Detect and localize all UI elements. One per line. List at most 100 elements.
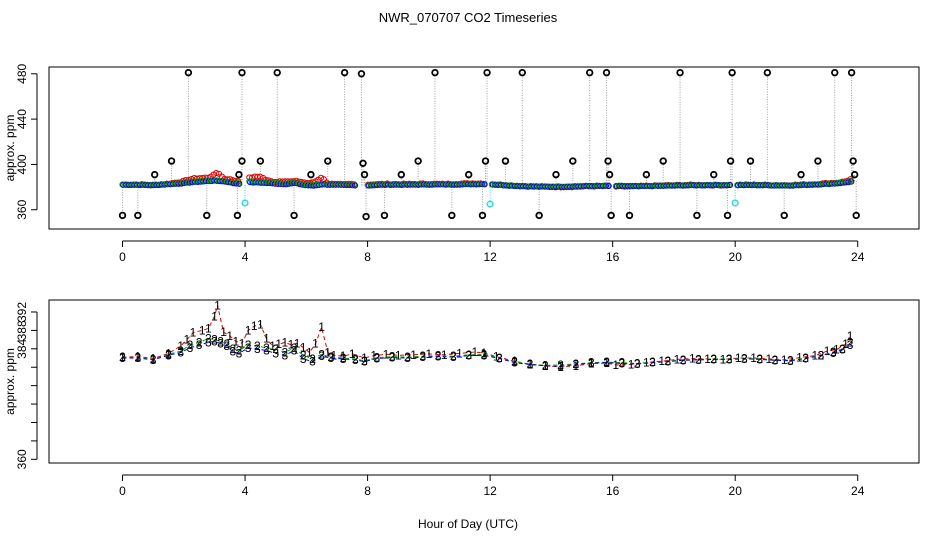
top-plot-frame	[48, 66, 920, 230]
top-spike-point	[478, 211, 487, 220]
series-1-point: 1	[471, 345, 478, 359]
top-red-point	[213, 169, 220, 177]
series-2-point: 2	[373, 351, 380, 365]
top-spike-point	[397, 170, 405, 179]
series-3-point: 3	[245, 341, 252, 355]
series-3-point: 3	[634, 357, 641, 371]
top-y-tick-label: 440	[15, 109, 29, 129]
top-spike-point	[797, 170, 805, 179]
top-x-tick-label: 12	[483, 250, 497, 264]
series-3-point: 3	[450, 350, 457, 364]
series-1-point: 1	[527, 357, 534, 371]
top-spike-point	[324, 157, 332, 165]
bottom-x-tick-label: 24	[851, 484, 865, 498]
top-x-tick-label: 20	[729, 250, 743, 264]
top-spike-point	[726, 157, 735, 165]
top-spike-point	[238, 68, 246, 77]
series-1-point: 1	[199, 323, 206, 337]
series-3-point: 3	[327, 351, 334, 365]
chart-title: NWR_070707 CO2 Timeseries	[379, 10, 558, 25]
series-3-point: 3	[177, 345, 184, 359]
top-x-tick-label: 24	[851, 250, 865, 264]
top-spike-point	[357, 70, 366, 78]
series-2-point: 2	[557, 358, 564, 372]
series-1-point: 1	[214, 299, 221, 313]
series-2-point: 2	[229, 342, 236, 356]
series-3-point: 3	[318, 349, 325, 363]
series-3-point: 3	[419, 350, 426, 364]
series-3-point: 3	[481, 348, 488, 362]
series-3-point: 3	[272, 346, 279, 360]
series-2-point: 2	[282, 345, 289, 359]
top-spike-point	[501, 157, 510, 165]
series-3-point: 3	[205, 335, 212, 349]
series-1-point: 1	[226, 329, 233, 343]
series-2-point: 2	[450, 349, 457, 363]
series-1-point: 1	[340, 349, 347, 363]
series-1-point: 1	[735, 351, 742, 365]
top-spike-point	[710, 170, 718, 179]
series-3-point: 3	[404, 351, 411, 365]
series-3-point: 3	[196, 338, 203, 352]
series-1-point: 1	[441, 348, 448, 362]
series-1-point: 1	[361, 351, 368, 365]
top-spike-point	[256, 157, 265, 165]
series-1-point: 1	[211, 310, 218, 324]
top-blue-point	[481, 181, 488, 188]
top-blue-point	[236, 180, 243, 187]
top-spike-point	[585, 68, 594, 77]
series-1-point: 1	[312, 337, 319, 351]
top-spike-point	[167, 157, 176, 165]
series-1-point: 1	[410, 348, 417, 362]
series-2-point: 2	[318, 347, 325, 361]
series-3-point: 3	[165, 348, 172, 362]
series-2-point: 2	[352, 352, 359, 366]
top-spike-point	[850, 170, 859, 179]
top-panel-axes: 0 4 8 12 16 20 24 360 400 440 480	[15, 63, 920, 264]
series-3-point: 3	[340, 352, 347, 366]
series-3-point: 3	[818, 349, 825, 363]
top-blue-point	[351, 182, 359, 189]
series-2-point: 2	[236, 344, 243, 358]
top-spike-point	[847, 68, 856, 77]
series-2-point: 2	[327, 350, 334, 364]
series-1-point: 1	[205, 322, 212, 336]
top-y-axis-label: approx. ppm	[3, 115, 17, 182]
series-1-point: 1	[220, 325, 227, 339]
top-spike-point	[604, 157, 612, 165]
series-1-point: 1	[177, 339, 184, 353]
series-1-point: 1	[833, 343, 840, 357]
series-3-point: 3	[511, 356, 518, 370]
series-1-point: 1	[395, 348, 402, 362]
top-spike-point	[723, 211, 732, 220]
series-1-point: 1	[542, 359, 549, 373]
series-2-line	[122, 338, 851, 366]
bottom-y-tick-label: 360	[15, 449, 29, 469]
series-2-point: 2	[847, 335, 854, 349]
top-spike-point	[359, 159, 367, 167]
series-2-point: 2	[254, 339, 261, 353]
top-spike-point	[605, 170, 614, 179]
series-3-point: 3	[236, 346, 243, 360]
series-2-point: 2	[542, 358, 549, 372]
series-2-point: 2	[710, 352, 717, 366]
top-spike-point	[852, 211, 860, 220]
top-spike-point	[340, 68, 349, 77]
series-2-point: 2	[223, 337, 230, 351]
series-1-point: 1	[493, 350, 500, 364]
series-3-point: 3	[603, 356, 610, 370]
top-spike-point	[535, 211, 543, 220]
top-spike-point	[625, 211, 634, 220]
series-3-point: 3	[726, 352, 733, 366]
series-1-point: 1	[251, 319, 258, 333]
top-spike-point	[360, 170, 369, 179]
series-1-point: 1	[481, 346, 488, 360]
top-spike-point	[676, 68, 684, 77]
top-spike-point	[203, 211, 211, 220]
series-1-point: 1	[165, 346, 172, 360]
series-3-point: 3	[435, 350, 442, 364]
series-2-point: 2	[830, 345, 837, 359]
bottom-y-axis-label: approx. ppm	[3, 348, 17, 415]
series-3-point: 3	[802, 351, 809, 365]
